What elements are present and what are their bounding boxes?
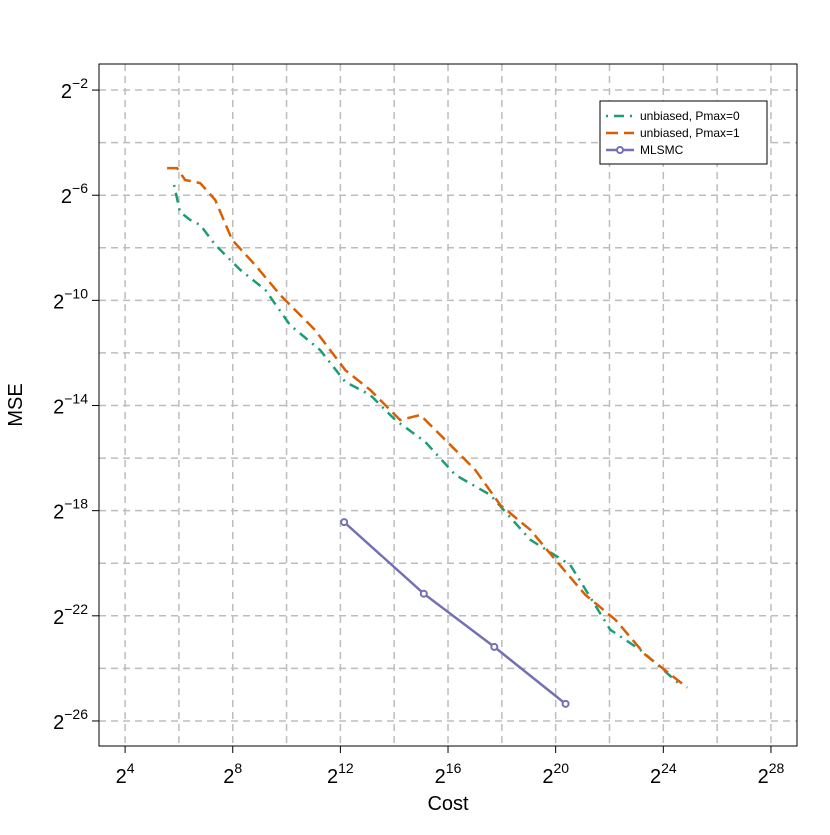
tick-exponent: −6 — [72, 180, 88, 196]
tick-label: 2−26 — [53, 706, 88, 734]
point — [340, 518, 349, 527]
y-axis-label: MSE — [5, 383, 27, 426]
tick-base: 2 — [53, 607, 64, 629]
legend-label: unbiased, Pmax=1 — [640, 126, 740, 140]
tick-label: 2−14 — [53, 391, 88, 419]
tick-label: 2−10 — [53, 285, 88, 313]
tick-base: 2 — [61, 186, 72, 208]
tick-base: 2 — [53, 712, 64, 734]
tick-exponent: 4 — [127, 760, 135, 776]
tick-label: 2−18 — [53, 496, 88, 524]
tick-exponent: 12 — [338, 760, 354, 776]
tick-base: 2 — [650, 766, 661, 788]
tick-base: 2 — [53, 291, 64, 313]
tick-base: 2 — [435, 766, 446, 788]
tick-base: 2 — [327, 766, 338, 788]
series-line — [343, 521, 567, 705]
tick-base: 2 — [61, 81, 72, 103]
point — [561, 699, 570, 708]
tick-exponent: 28 — [769, 760, 785, 776]
tick-base: 2 — [53, 397, 64, 419]
tick-exponent: −22 — [64, 601, 88, 617]
tick-base: 2 — [116, 766, 127, 788]
tick-exponent: −26 — [64, 706, 88, 722]
tick-exponent: −18 — [64, 496, 88, 512]
x-axis-label: Cost — [427, 793, 469, 815]
tick-base: 2 — [223, 766, 234, 788]
tick-label: 216 — [435, 760, 462, 788]
tick-label: 24 — [116, 760, 135, 788]
tick-exponent: 24 — [661, 760, 677, 776]
series-line — [172, 184, 682, 686]
tick-exponent: 20 — [553, 760, 569, 776]
series-line — [167, 166, 689, 689]
legend-label: unbiased, Pmax=0 — [640, 109, 740, 123]
tick-label: 2−6 — [61, 180, 88, 208]
tick-label: 2−2 — [61, 75, 88, 103]
tick-exponent: 16 — [446, 760, 462, 776]
tick-base: 2 — [758, 766, 769, 788]
tick-base: 2 — [53, 502, 64, 524]
tick-base: 2 — [542, 766, 553, 788]
tick-label: 212 — [327, 760, 354, 788]
tick-exponent: −2 — [72, 75, 88, 91]
legend-label: MLSMC — [640, 143, 684, 157]
tick-exponent: 8 — [234, 760, 242, 776]
tick-exponent: −10 — [64, 285, 88, 301]
legend-marker — [616, 146, 624, 154]
tick-exponent: −14 — [64, 391, 88, 407]
tick-label: 224 — [650, 760, 677, 788]
tick-label: 28 — [223, 760, 242, 788]
tick-label: 220 — [542, 760, 569, 788]
point — [490, 642, 499, 651]
tick-label: 228 — [758, 760, 785, 788]
point — [419, 589, 428, 598]
tick-label: 2−22 — [53, 601, 88, 629]
